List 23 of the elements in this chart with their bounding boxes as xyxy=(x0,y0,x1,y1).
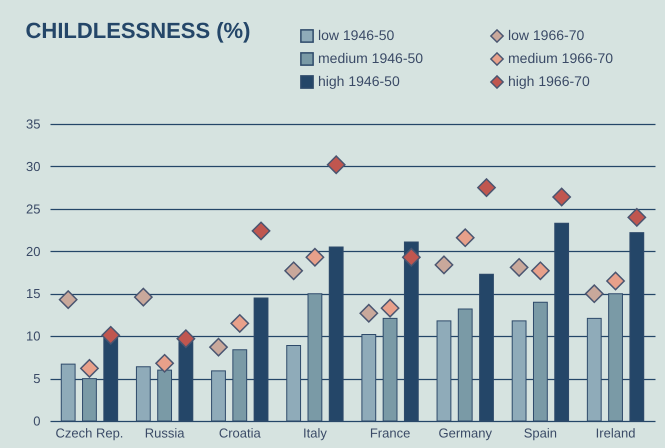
x-tick-label: Spain xyxy=(524,426,558,440)
y-tick-label: 25 xyxy=(26,201,40,216)
y-tick-label: 5 xyxy=(33,371,40,386)
y-tick-label: 20 xyxy=(26,244,40,259)
x-tick-label: Croatia xyxy=(218,426,262,440)
x-tick-label: Ireland xyxy=(596,426,636,440)
x-tick-label: Czech Rep. xyxy=(55,426,124,440)
chart-title: CHILDLESSNESS (%) xyxy=(26,18,250,43)
x-tick-label: Italy xyxy=(303,426,328,440)
legend-label: medium 1966-70 xyxy=(508,50,614,66)
y-tick-label: 15 xyxy=(26,286,40,302)
x-tick-label: France xyxy=(370,426,410,440)
y-tick-label: 10 xyxy=(26,328,40,344)
legend-label: high 1946-50 xyxy=(318,73,400,89)
y-tick-label: 30 xyxy=(26,158,40,174)
x-tick-label: Russia xyxy=(144,426,186,440)
legend-label: low 1946-50 xyxy=(318,27,394,43)
x-tick-label: Germany xyxy=(438,426,492,440)
legend-label: high 1966-70 xyxy=(508,73,590,89)
y-tick-label: 35 xyxy=(26,116,40,132)
y-tick-label: 0 xyxy=(33,414,40,428)
legend-label: low 1966-70 xyxy=(508,27,584,43)
legend-label: medium 1946-50 xyxy=(318,50,424,66)
